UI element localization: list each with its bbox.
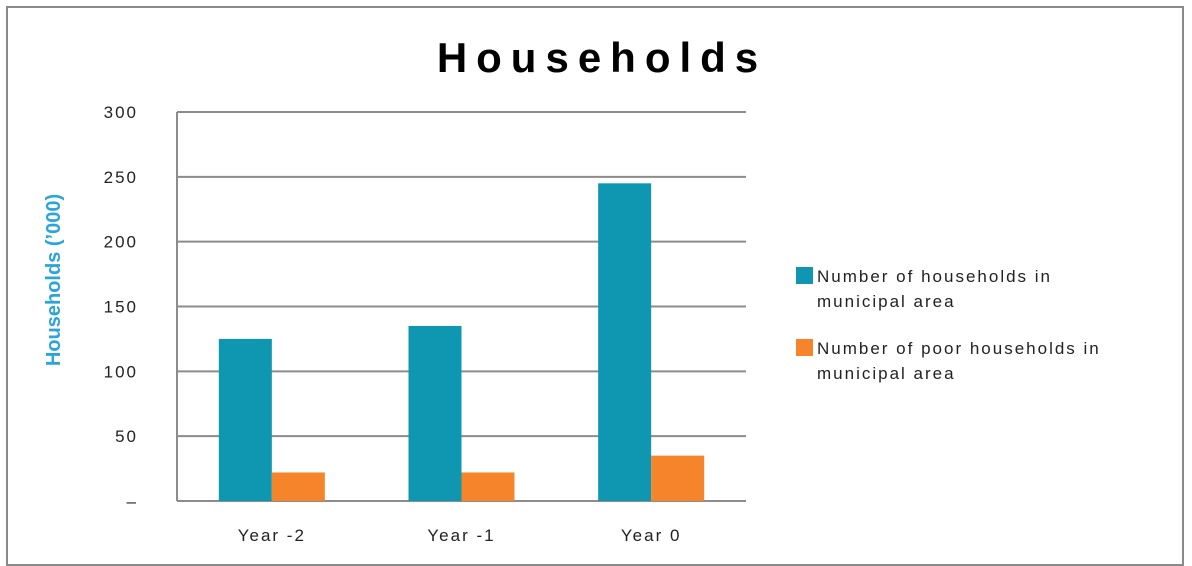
x-tick-labels: Year -2 Year -1 Year 0	[238, 526, 682, 545]
legend-label-1-line-1: Number of households in	[817, 267, 1052, 286]
x-tick-label: Year 0	[621, 526, 682, 545]
legend: Number of households in municipal area Num…	[796, 267, 1101, 383]
legend-label-2-line-1: Number of poor households in	[817, 339, 1101, 358]
bars	[218, 183, 705, 502]
bar-series-2-1	[271, 472, 325, 501]
y-tick-label: 150	[104, 298, 138, 317]
bar-series-1-2	[408, 325, 462, 501]
legend-label-1-line-2: municipal area	[817, 292, 956, 311]
chart-title: Households	[437, 34, 767, 81]
y-axis-label: Households (’000)	[43, 194, 65, 366]
x-tick-label: Year -1	[427, 526, 495, 545]
y-tick-label: –	[127, 492, 138, 511]
x-tick-label: Year -2	[238, 526, 306, 545]
legend-label-2-line-2: municipal area	[817, 364, 956, 383]
y-tick-label: 50	[115, 427, 138, 446]
y-tick-label: 300	[104, 103, 138, 122]
legend-swatch-1	[796, 267, 813, 284]
y-tick-label: 100	[104, 362, 138, 381]
bar-series-1-1	[218, 338, 272, 501]
y-tick-labels: – 50 100 150 200 250 300	[104, 103, 138, 511]
bar-series-2-3	[651, 455, 705, 501]
bar-series-2-2	[461, 472, 515, 501]
y-tick-label: 250	[104, 168, 138, 187]
bar-series-1-3	[598, 183, 652, 502]
y-tick-label: 200	[104, 233, 138, 252]
legend-swatch-2	[796, 339, 813, 356]
